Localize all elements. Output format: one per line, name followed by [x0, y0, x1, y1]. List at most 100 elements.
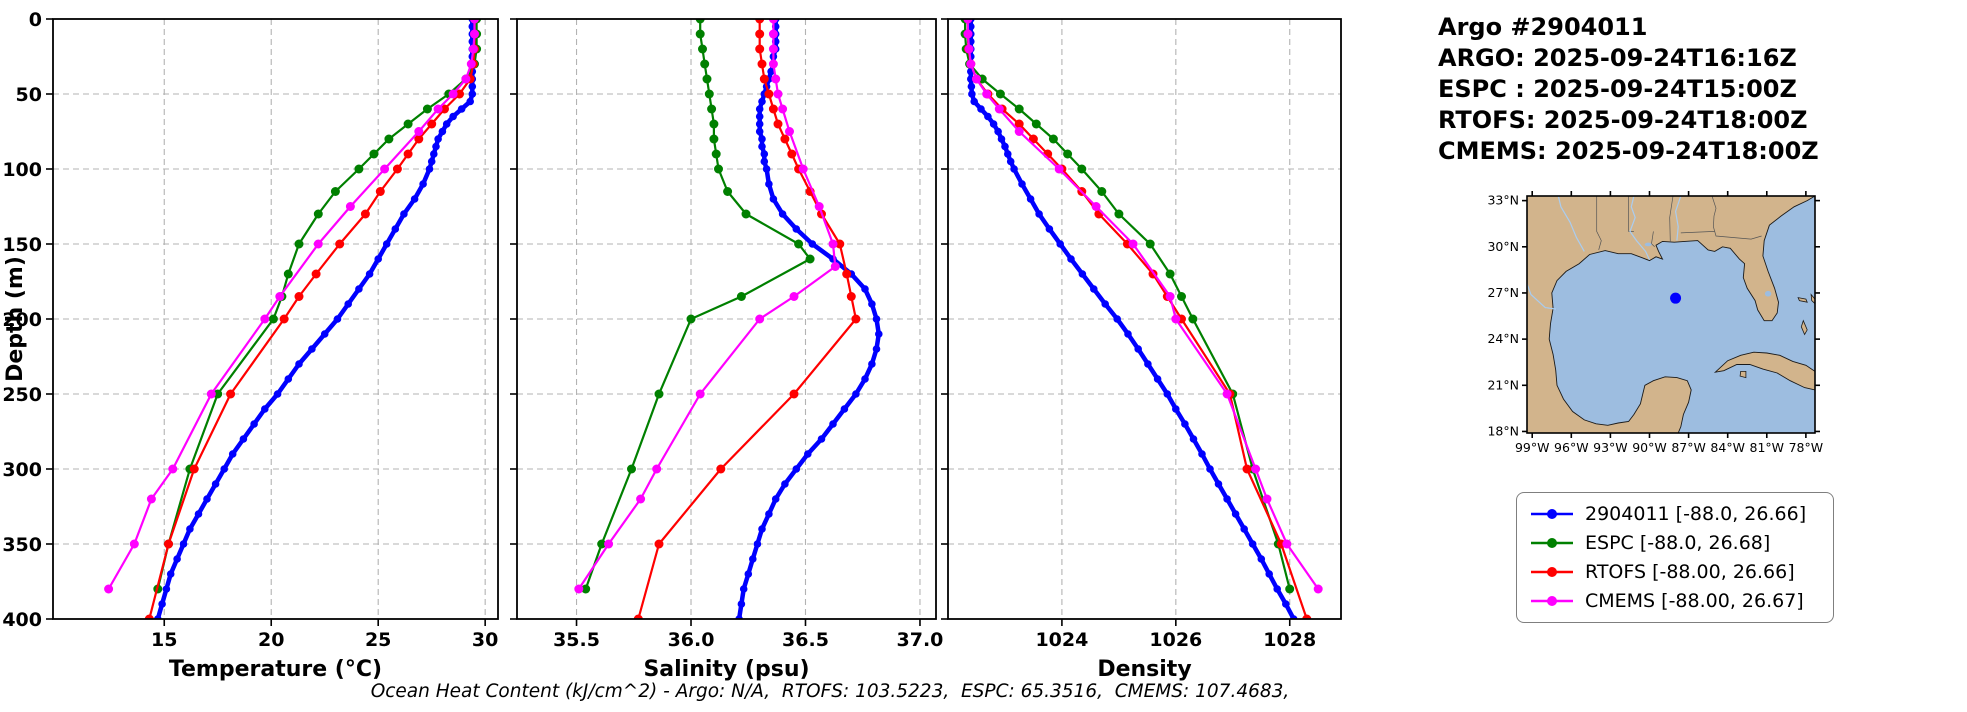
- y-tick-label: 200: [2, 309, 42, 331]
- series-marker-2904011: [758, 142, 766, 151]
- x-axis-label-salinity: Salinity (psu): [643, 657, 809, 682]
- series-marker-ESPC: [1097, 187, 1107, 196]
- series-marker-ESPC: [704, 89, 714, 99]
- gulf-of-mexico-map: 33°N 30°N 27°N 24°N 21°N 18°N 99°W 96°W 93°W 90°W…: [1487, 191, 1823, 455]
- cmems-timestamp: CMEMS: 2025-09-24T18:00Z: [1438, 137, 1819, 165]
- series-marker-2904011: [808, 240, 817, 248]
- series-marker-2904011: [1056, 240, 1064, 248]
- series-marker-RTOFS: [835, 239, 845, 249]
- series-marker-CMEMS: [963, 19, 973, 24]
- series-marker-2904011: [211, 480, 220, 488]
- series-marker-CMEMS: [260, 314, 270, 324]
- series-marker-2904011: [868, 300, 876, 308]
- x-tick-label: 1024: [1035, 629, 1088, 651]
- series-marker-2904011: [1101, 300, 1109, 308]
- series-marker-2904011: [179, 540, 188, 548]
- map-state-border: [1711, 196, 1717, 232]
- series-marker-RTOFS: [846, 292, 856, 301]
- legend-line-sample-cmems: [1531, 596, 1573, 606]
- map-state-border: [1680, 231, 1715, 234]
- series-marker-RTOFS: [144, 614, 154, 619]
- series-marker-CMEMS: [1171, 314, 1181, 324]
- ohc-caption: Ocean Heat Content (kJ/cm^2) - Argo: N/A…: [370, 681, 1290, 702]
- series-marker-CMEMS: [206, 389, 216, 399]
- series-marker-CMEMS: [994, 104, 1004, 114]
- series-marker-RTOFS: [403, 149, 413, 159]
- series-marker-ESPC: [707, 104, 717, 114]
- series-marker-RTOFS: [716, 464, 726, 474]
- series-marker-RTOFS: [226, 389, 236, 399]
- x-tick-label: 37.0: [897, 629, 944, 651]
- info-panel: Argo #2904011 ARGO: 2025-09-24T16:16Z ES…: [1438, 12, 1819, 167]
- series-marker-ESPC: [313, 209, 323, 219]
- series-marker-2904011: [1189, 435, 1198, 443]
- y-axis-label: Depth (m): [3, 256, 28, 382]
- panel-density: 1024 1026 1028 Density: [941, 18, 1342, 682]
- series-marker-CMEMS: [604, 539, 614, 549]
- series-marker-RTOFS: [851, 314, 861, 324]
- series-marker-2904011: [1223, 495, 1231, 503]
- series-marker-RTOFS: [755, 29, 765, 39]
- series-marker-ESPC: [709, 134, 719, 144]
- legend-label-argo: 2904011 [-88.0, 26.66]: [1585, 503, 1807, 525]
- series-marker-2904011: [1257, 555, 1266, 563]
- legend-entry-rtofs: RTOFS [-88.00, 26.66]: [1529, 561, 1821, 583]
- series-marker-2904011: [765, 180, 773, 188]
- map-lon-label: 81°W: [1750, 440, 1785, 455]
- map-lat-label: 18°N: [1487, 423, 1519, 438]
- series-marker-ESPC: [422, 104, 432, 114]
- series-marker-2904011: [977, 105, 985, 113]
- x-tick-label: 35.5: [553, 629, 600, 651]
- series-marker-RTOFS: [757, 59, 767, 69]
- map-river: [1674, 196, 1682, 241]
- series-marker-CMEMS: [146, 494, 156, 504]
- series-marker-RTOFS: [654, 539, 664, 549]
- series-marker-2904011: [250, 420, 258, 428]
- series-line-CMEMS: [966, 19, 1320, 591]
- map-lake: [1764, 290, 1772, 297]
- series-marker-RTOFS: [764, 89, 774, 99]
- series-marker-2904011: [295, 360, 303, 368]
- series-marker-ESPC: [597, 539, 607, 549]
- series-marker-CMEMS: [972, 74, 981, 84]
- series-marker-CMEMS: [275, 292, 285, 301]
- series-marker-ESPC: [369, 149, 379, 159]
- series-marker-2904011: [872, 345, 881, 353]
- series-marker-2904011: [1090, 285, 1098, 293]
- series-marker-CMEMS: [345, 202, 355, 211]
- series-marker-2904011: [737, 600, 746, 608]
- series-marker-2904011: [344, 300, 353, 308]
- series-marker-2904011: [1067, 255, 1075, 263]
- series-marker-2904011: [425, 165, 434, 173]
- x-tick-label: 1026: [1149, 629, 1202, 651]
- map-land-island: [1739, 370, 1747, 379]
- y-tick-label: 100: [2, 159, 42, 181]
- series-marker-2904011: [1163, 390, 1172, 398]
- series-marker-2904011: [829, 420, 837, 428]
- series-marker-2904011: [1214, 480, 1223, 488]
- series-marker-ESPC: [283, 269, 293, 279]
- series-marker-ESPC: [1285, 584, 1295, 594]
- series-marker-CMEMS: [963, 29, 973, 39]
- series-marker-CMEMS: [771, 74, 781, 84]
- series-marker-RTOFS: [294, 292, 304, 301]
- map-lon-label: 84°W: [1710, 440, 1745, 455]
- series-marker-ESPC: [695, 19, 705, 24]
- series-marker-2904011: [861, 375, 869, 383]
- map-land-island: [1800, 319, 1808, 336]
- series-marker-CMEMS: [313, 239, 323, 249]
- series-marker-CMEMS: [695, 389, 705, 399]
- y-tick-label: 250: [2, 384, 42, 406]
- series-marker-CMEMS: [778, 104, 788, 114]
- series-marker-RTOFS: [633, 614, 643, 619]
- series-marker-2904011: [1172, 405, 1180, 413]
- series-line-CMEMS: [107, 19, 476, 591]
- series-marker-2904011: [1134, 345, 1142, 353]
- espc-timestamp: ESPC : 2025-09-24T15:00Z: [1438, 75, 1797, 103]
- series-marker-ESPC: [1014, 104, 1024, 114]
- series-marker-2904011: [872, 315, 881, 323]
- series-marker-2904011: [391, 225, 400, 233]
- series-marker-2904011: [1004, 150, 1012, 158]
- map-state-border: [1651, 231, 1655, 248]
- series-marker-CMEMS: [755, 314, 765, 324]
